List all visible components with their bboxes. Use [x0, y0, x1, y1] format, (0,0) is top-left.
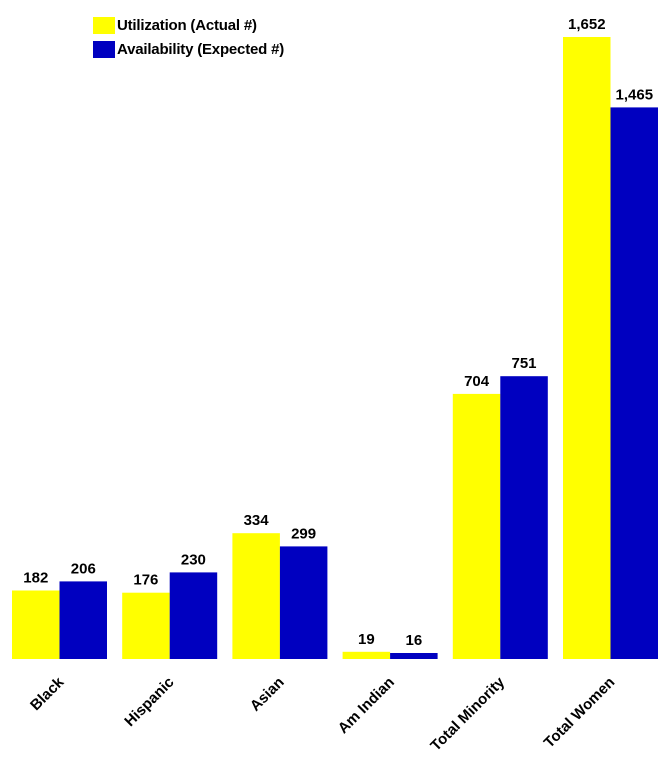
value-label-availability-0: 206 — [71, 560, 96, 577]
bar-utilization-4 — [452, 393, 501, 659]
bar-utilization-1 — [122, 592, 170, 659]
value-label-utilization-1: 176 — [133, 572, 158, 589]
category-label-4: Total Minority — [427, 673, 508, 754]
bar-availability-2 — [279, 546, 328, 659]
bar-availability-0 — [59, 581, 107, 659]
data-labels-group: 182 206 176 230 334 299 19 16 704 751 1,652 1,465 — [23, 16, 653, 649]
legend-label-utilization: Utilization (Actual #) — [117, 16, 257, 34]
value-label-availability-5: 1,465 — [616, 86, 654, 103]
chart-legend: Utilization (Actual #) Availability (Exp… — [93, 14, 284, 62]
category-label-5: Total Women — [541, 674, 619, 752]
legend-label-availability: Availability (Expected #) — [117, 40, 285, 58]
bar-utilization-2 — [232, 533, 280, 659]
legend-swatch-availability — [93, 40, 115, 58]
bar-availability-1 — [169, 572, 218, 659]
category-label-0: Black — [27, 673, 68, 714]
category-label-3: Am Indian — [335, 674, 398, 737]
category-labels-group: Black Hispanic Asian Am Indian Total Minorit… — [27, 673, 618, 754]
value-label-utilization-5: 1,652 — [568, 16, 606, 33]
legend-item-utilization: Utilization (Actual #) — [93, 14, 284, 36]
category-label-1: Hispanic — [121, 674, 177, 730]
value-label-utilization-3: 19 — [358, 631, 375, 648]
legend-swatch-utilization — [93, 16, 115, 34]
value-label-availability-4: 751 — [511, 355, 536, 372]
bar-utilization-3 — [342, 651, 391, 659]
category-label-2: Asian — [247, 674, 288, 715]
bar-availability-5 — [610, 107, 658, 659]
value-label-utilization-2: 334 — [244, 512, 270, 529]
bar-availability-4 — [500, 376, 548, 659]
value-label-availability-3: 16 — [406, 632, 423, 649]
bars-group — [12, 37, 658, 659]
value-label-utilization-4: 704 — [464, 373, 490, 390]
bar-availability-3 — [390, 653, 438, 659]
value-label-utilization-0: 182 — [23, 570, 48, 587]
value-label-availability-2: 299 — [291, 525, 316, 542]
legend-item-availability: Availability (Expected #) — [93, 38, 284, 60]
value-label-availability-1: 230 — [181, 551, 206, 568]
bar-utilization-0 — [12, 590, 60, 659]
bar-utilization-5 — [563, 37, 611, 659]
